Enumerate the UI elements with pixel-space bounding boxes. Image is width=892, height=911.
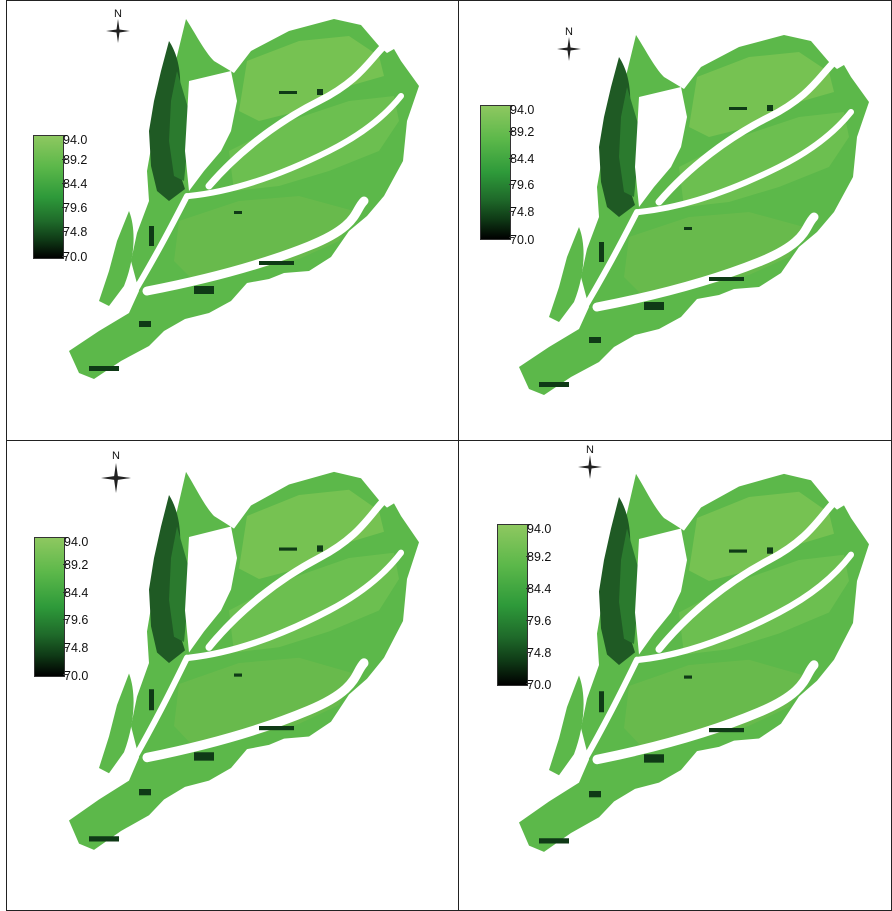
legend-label: 74.8 (510, 205, 535, 219)
legend-label: 79.6 (63, 201, 88, 215)
north-arrow-icon: N (575, 445, 605, 481)
legend-label: 94.0 (63, 133, 88, 147)
legend-label: 70.0 (510, 233, 535, 247)
legend-label: 84.4 (510, 152, 535, 166)
legend-label: 89.2 (64, 558, 89, 572)
legend-label: 74.8 (527, 646, 552, 660)
map-panel-3: N 94.0 89.2 84.4 79.6 74.8 70.0 (6, 440, 459, 911)
legend-label: 89.2 (527, 550, 552, 564)
legend-label: 89.2 (510, 125, 535, 139)
map-panel-2: N 94.0 89.2 84.4 79.6 74.8 70.0 (458, 0, 892, 441)
legend-label: 94.0 (527, 522, 552, 536)
legend-label: 70.0 (527, 678, 552, 692)
map-1 (7, 1, 459, 441)
legend-label: 89.2 (63, 153, 88, 167)
legend-colorbar (33, 135, 64, 259)
north-arrow-icon: N (103, 9, 133, 45)
legend-label: 70.0 (63, 250, 88, 264)
legend-label: 79.6 (527, 614, 552, 628)
legend-label: 94.0 (64, 535, 89, 549)
north-label: N (565, 26, 573, 38)
legend-colorbar (34, 537, 65, 677)
legend-label: 94.0 (510, 103, 535, 117)
north-arrow-icon: N (101, 450, 131, 493)
legend-label: 74.8 (63, 225, 88, 239)
legend-label: 79.6 (64, 613, 89, 627)
legend-label: 84.4 (64, 586, 89, 600)
north-label: N (112, 450, 120, 462)
north-label: N (114, 8, 122, 20)
legend-colorbar (480, 105, 511, 240)
legend-label: 84.4 (527, 582, 552, 596)
map-panel-4: N 94.0 89.2 84.4 79.6 74.8 70.0 (458, 440, 892, 911)
map-2 (459, 1, 892, 441)
north-arrow-icon: N (554, 27, 584, 63)
legend-label: 74.8 (64, 641, 89, 655)
legend-label: 70.0 (64, 669, 89, 683)
legend-label: 84.4 (63, 177, 88, 191)
north-label: N (586, 444, 594, 456)
legend-label: 79.6 (510, 178, 535, 192)
legend-colorbar (497, 524, 528, 686)
map-panel-1: N 94.0 89.2 84.4 79.6 74.8 70.0 (6, 0, 459, 441)
